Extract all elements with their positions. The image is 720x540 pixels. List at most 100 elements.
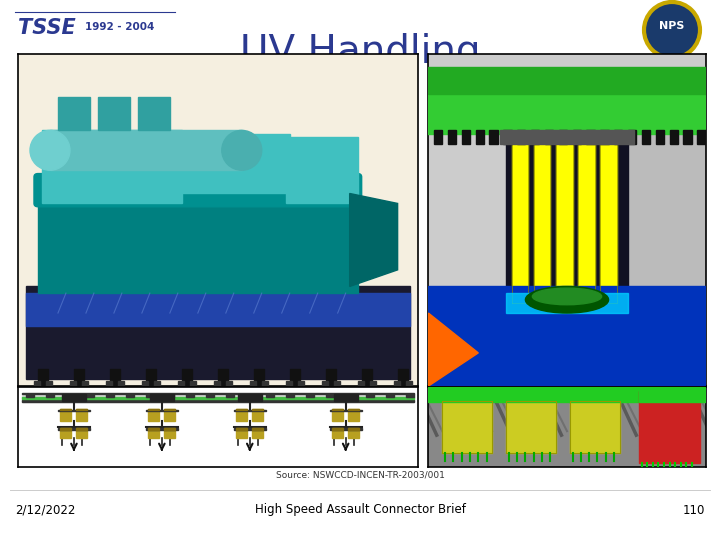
Bar (394, 381, 400, 386)
Bar (332, 428, 343, 429)
Bar (166, 394, 174, 397)
Bar (110, 369, 120, 386)
Circle shape (649, 7, 695, 53)
Bar (346, 394, 354, 397)
Bar (70, 381, 76, 386)
Bar (98, 97, 130, 130)
Bar (252, 428, 263, 438)
Bar (38, 369, 48, 386)
Bar (286, 137, 358, 204)
Bar (164, 409, 175, 421)
Bar (348, 428, 359, 438)
Bar (106, 394, 114, 397)
Bar (628, 130, 636, 144)
Bar (330, 428, 361, 429)
Bar (475, 130, 484, 144)
Bar (253, 369, 264, 386)
Bar (366, 394, 374, 397)
Text: High Speed Assault Connector Brief: High Speed Assault Connector Brief (255, 503, 465, 516)
Bar (235, 409, 247, 421)
Bar (289, 369, 300, 386)
Bar (26, 293, 410, 326)
Bar (332, 428, 343, 438)
Bar (428, 68, 706, 94)
Bar (60, 409, 71, 421)
Bar (586, 130, 595, 144)
Bar (639, 387, 706, 402)
Bar (332, 409, 343, 410)
Bar (511, 137, 528, 303)
Bar (234, 428, 266, 429)
Text: UV Handling: UV Handling (240, 33, 480, 71)
Bar (642, 130, 650, 144)
Bar (325, 369, 336, 386)
Bar (235, 409, 247, 410)
Bar (628, 54, 706, 386)
Text: TSSE: TSSE (18, 18, 76, 38)
Bar (428, 54, 506, 386)
Text: Source: NSWCCD-INCEN-TR-2003/001: Source: NSWCCD-INCEN-TR-2003/001 (276, 470, 444, 480)
Bar (534, 137, 550, 303)
Bar (386, 394, 394, 397)
Bar (50, 130, 242, 170)
Bar (238, 394, 262, 401)
Bar (22, 394, 413, 402)
Bar (332, 409, 343, 421)
Bar (148, 409, 159, 410)
Bar (572, 130, 581, 144)
Bar (178, 381, 184, 386)
Bar (348, 428, 359, 429)
Bar (76, 428, 87, 429)
Bar (442, 401, 492, 453)
Ellipse shape (30, 130, 70, 170)
FancyBboxPatch shape (34, 173, 361, 207)
Bar (428, 387, 644, 402)
Bar (428, 286, 706, 386)
Bar (146, 394, 154, 397)
Bar (506, 293, 628, 313)
Bar (405, 394, 413, 397)
Bar (218, 369, 228, 386)
Bar (178, 134, 289, 193)
Bar (423, 87, 711, 134)
Bar (348, 409, 359, 410)
Bar (34, 381, 40, 386)
Bar (235, 428, 247, 429)
Bar (614, 130, 623, 144)
Bar (405, 381, 412, 386)
Bar (531, 130, 539, 144)
Bar (697, 130, 706, 144)
Bar (330, 409, 361, 411)
Bar (490, 130, 498, 144)
Bar (226, 394, 234, 397)
Bar (148, 428, 159, 438)
Bar (670, 130, 678, 144)
Bar (154, 381, 160, 386)
Circle shape (644, 2, 700, 58)
Bar (462, 130, 470, 144)
Bar (250, 381, 256, 386)
Bar (186, 394, 194, 397)
Bar (656, 130, 664, 144)
Bar (252, 409, 263, 421)
Text: 2/12/2022: 2/12/2022 (15, 503, 76, 516)
Bar (333, 381, 340, 386)
Bar (42, 130, 182, 204)
Bar (397, 369, 408, 386)
Bar (556, 137, 572, 303)
Bar (570, 401, 620, 453)
Bar (38, 193, 358, 293)
Bar (325, 394, 333, 397)
Bar (22, 393, 413, 394)
Polygon shape (428, 313, 478, 386)
Bar (500, 130, 634, 144)
Bar (333, 394, 358, 401)
Bar (22, 397, 413, 399)
Bar (369, 381, 376, 386)
Ellipse shape (532, 288, 602, 305)
Text: 1992 - 2004: 1992 - 2004 (85, 22, 154, 32)
Bar (286, 394, 294, 397)
Bar (235, 428, 247, 438)
Bar (234, 409, 266, 411)
Bar (506, 401, 556, 453)
